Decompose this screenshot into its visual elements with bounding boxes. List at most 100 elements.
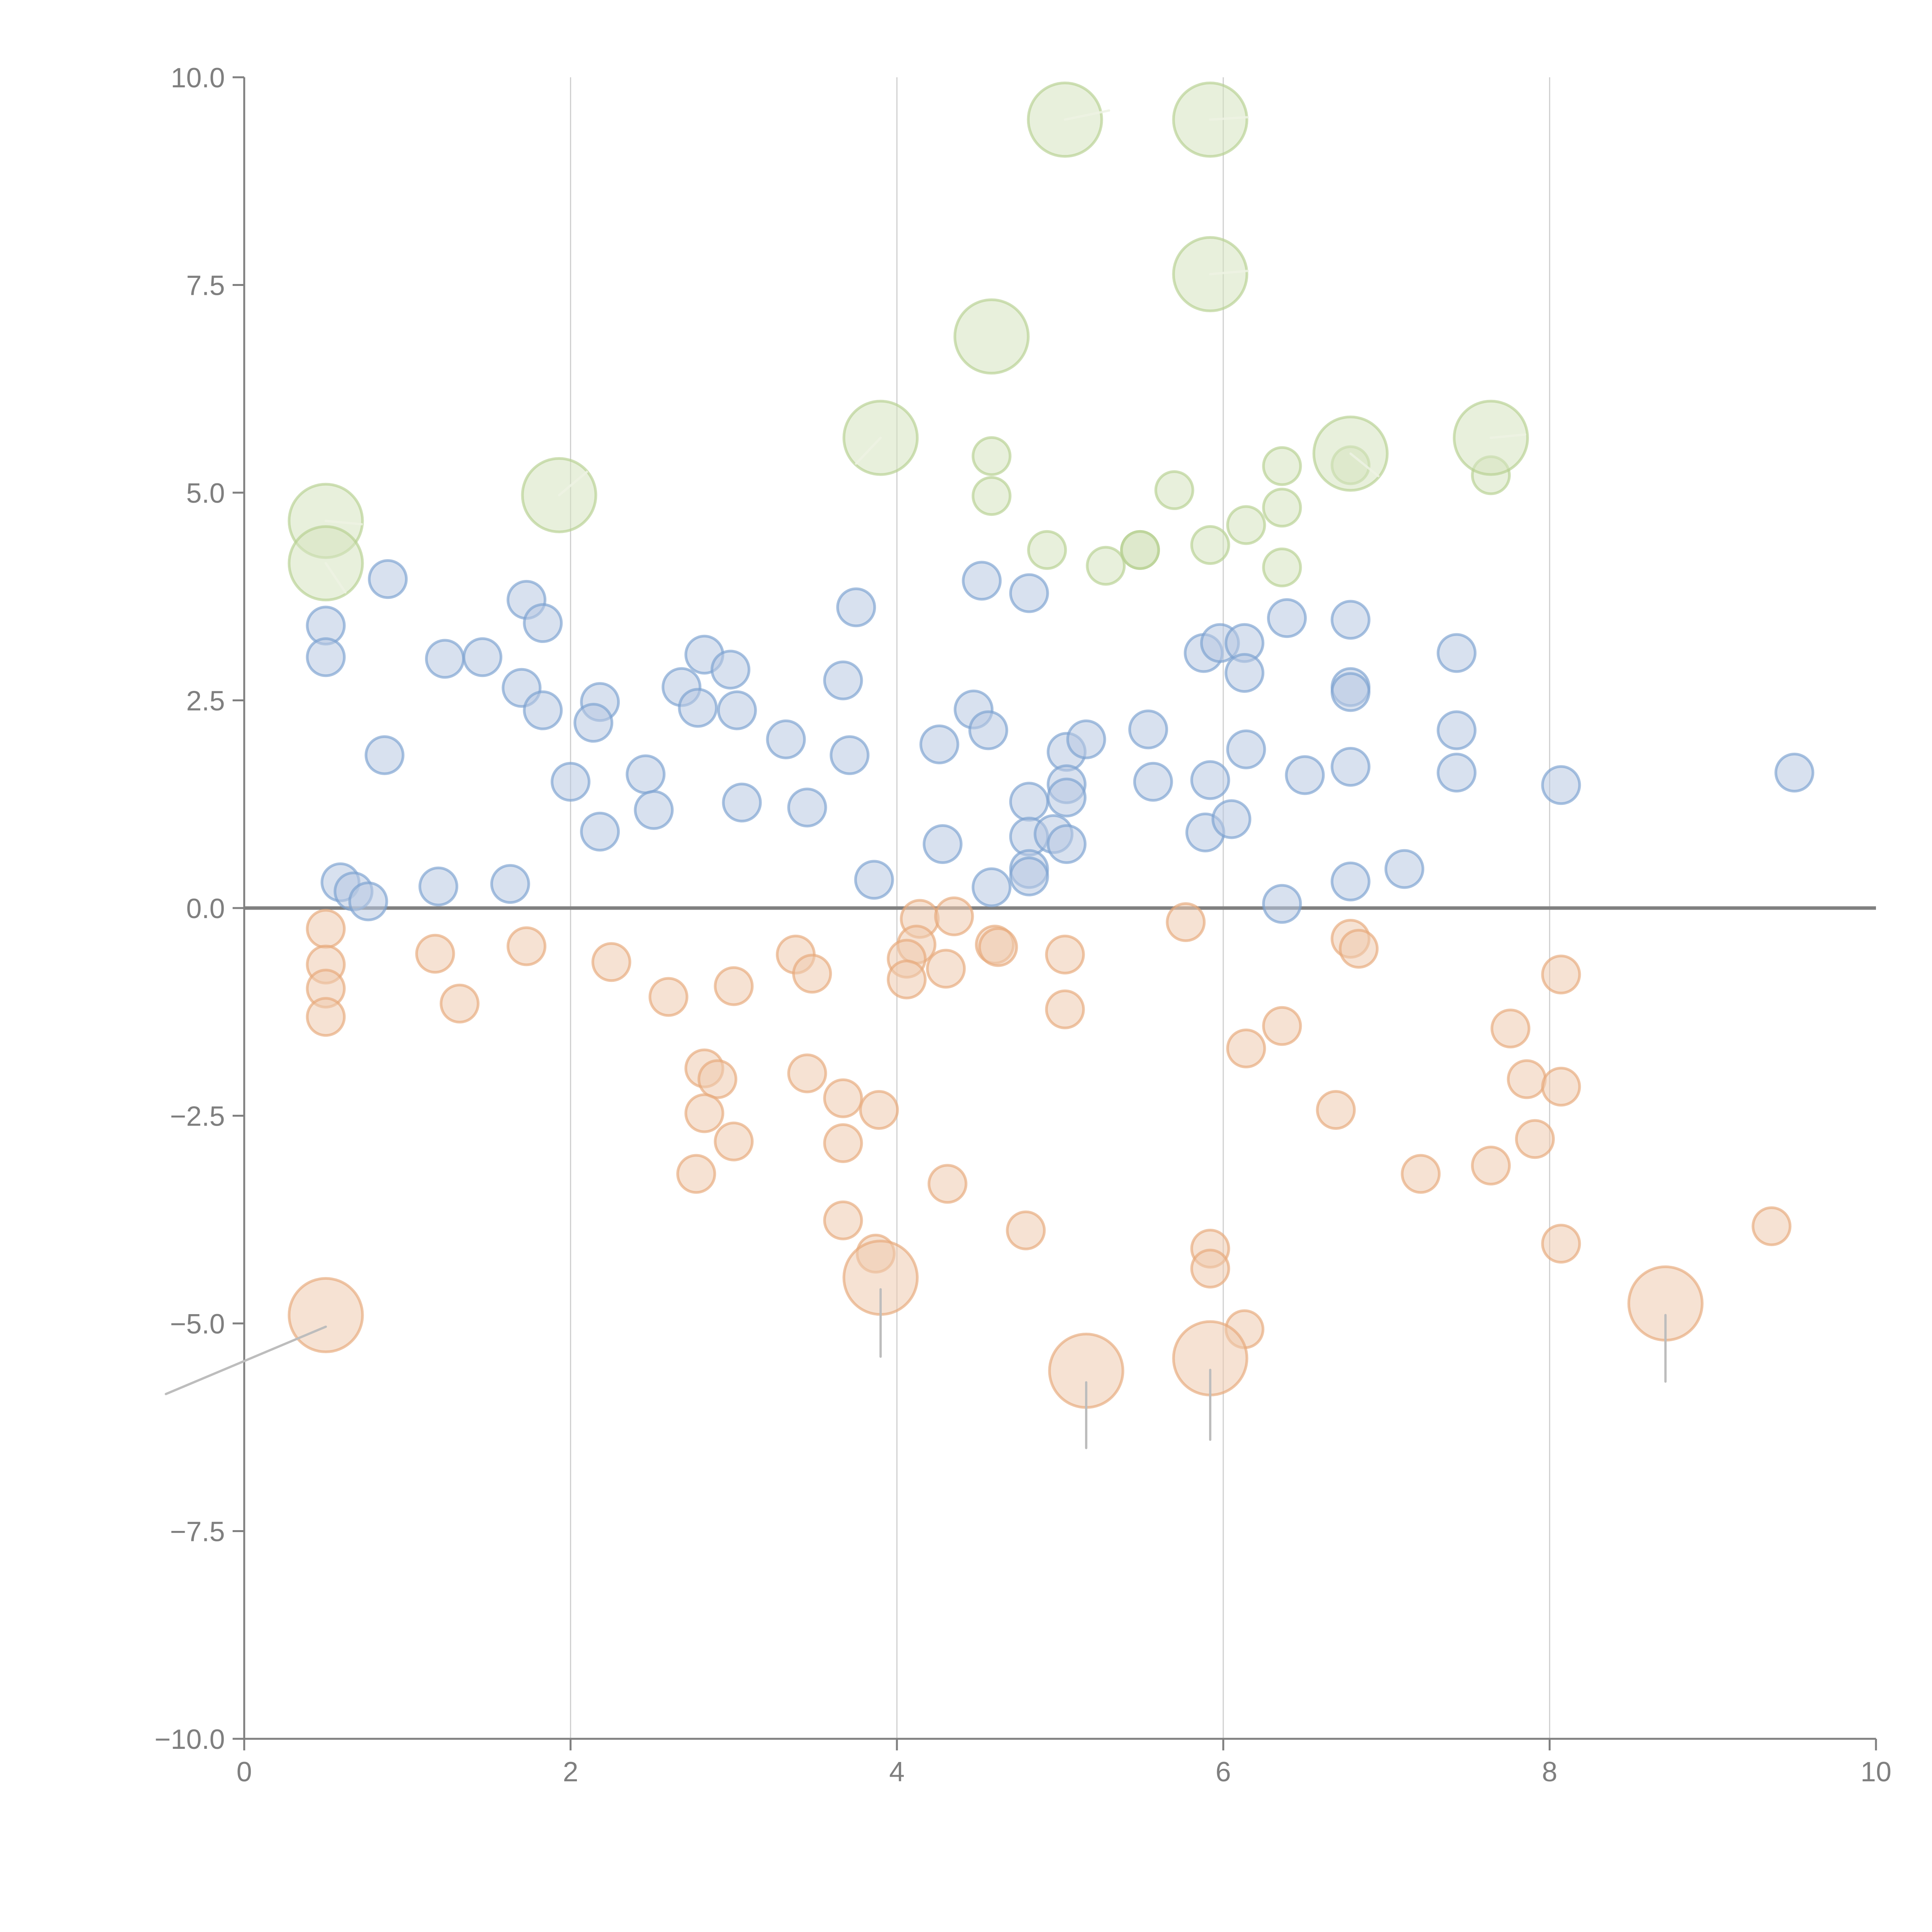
data-point: [823, 1078, 863, 1118]
annotation-leader-line: [1349, 452, 1379, 477]
data-point: [792, 954, 832, 994]
data-point: [1285, 755, 1325, 795]
data-point: [1262, 1006, 1302, 1046]
data-point: [787, 1053, 827, 1094]
y-tick-label: −5.0: [170, 1309, 225, 1340]
data-point: [415, 934, 455, 974]
data-point: [1045, 989, 1085, 1029]
x-tick-label: 6: [1216, 1757, 1231, 1787]
data-point: [1330, 600, 1371, 640]
data-point: [1120, 530, 1160, 570]
x-tick-label: 8: [1542, 1757, 1557, 1787]
data-point: [306, 909, 346, 949]
data-point: [1437, 633, 1477, 673]
data-point: [934, 896, 974, 936]
data-point: [1401, 1154, 1441, 1194]
data-point: [978, 927, 1018, 967]
data-point: [722, 782, 762, 823]
annotations: S: [165, 84, 1667, 1449]
data-point: [1541, 1224, 1581, 1264]
data-point: [626, 754, 666, 794]
data-point: [1541, 1066, 1581, 1107]
data-point: [1437, 710, 1477, 750]
x-tick-label: 2: [563, 1757, 578, 1787]
data-point: [573, 703, 614, 743]
data-point: [1009, 573, 1049, 613]
data-point: [1009, 856, 1049, 896]
data-point: [1190, 1248, 1230, 1289]
data-point: [1166, 902, 1206, 942]
y-tick-label: 0.0: [186, 893, 225, 924]
data-point: [1471, 1146, 1511, 1185]
y-tick-label: −2.5: [170, 1101, 225, 1132]
data-point: [1316, 1090, 1356, 1130]
data-point: [710, 650, 750, 690]
series-positive: [306, 559, 1815, 924]
data-point: [854, 860, 894, 900]
data-point: [1490, 1009, 1531, 1049]
annotation-leader-line: [1064, 109, 1111, 121]
x-tick-label: 0: [236, 1757, 252, 1787]
data-point: [1267, 598, 1307, 638]
data-point: [1262, 884, 1302, 924]
data-point: [697, 1059, 738, 1099]
data-point: [823, 1200, 863, 1240]
data-point: [1330, 672, 1371, 712]
data-point: [1190, 525, 1230, 565]
data-point: [1507, 1059, 1547, 1099]
data-point: [1752, 1206, 1792, 1246]
data-points: [287, 82, 1815, 1409]
data-point: [787, 787, 827, 828]
data-point: [678, 688, 718, 728]
data-point: [823, 1123, 863, 1163]
data-point: [1006, 1210, 1046, 1250]
data-point: [1225, 653, 1265, 693]
y-tick-label: 10.0: [171, 63, 225, 94]
data-point: [1226, 505, 1266, 545]
data-point: [1128, 709, 1168, 750]
data-point: [580, 811, 620, 852]
data-point: [962, 561, 1002, 601]
data-point: [830, 735, 870, 775]
annotation-leader-line: [855, 437, 882, 465]
annotation-leader-line: [325, 562, 347, 594]
data-point: [551, 762, 591, 802]
data-point: [648, 977, 689, 1017]
data-point: [968, 710, 1009, 750]
data-point: [1774, 753, 1815, 793]
data-point: [1437, 753, 1477, 793]
data-point: [507, 926, 547, 966]
data-point: [591, 942, 631, 982]
annotation-label: S: [1117, 84, 1148, 136]
y-tick-label: 2.5: [186, 686, 225, 717]
data-point: [1133, 762, 1173, 802]
data-point: [927, 1164, 968, 1204]
annotation-leader-line: [558, 471, 588, 497]
data-point: [1046, 777, 1087, 818]
data-point: [364, 735, 405, 775]
data-point: [1262, 548, 1302, 587]
annotation-leader-line: [1209, 269, 1249, 276]
data-point: [859, 1090, 899, 1130]
data-point: [926, 949, 966, 989]
y-tick-label: −7.5: [170, 1517, 225, 1548]
data-point: [1086, 546, 1126, 586]
data-point: [1541, 765, 1581, 805]
data-point: [306, 637, 346, 677]
data-point: [368, 559, 408, 599]
data-point: [887, 959, 927, 1000]
data-point: [1384, 849, 1425, 889]
data-point: [766, 719, 806, 760]
series-high: [287, 82, 1529, 602]
data-point: [1338, 929, 1379, 969]
data-point: [1211, 799, 1252, 839]
series-negative: [287, 896, 1792, 1409]
data-point: [1066, 719, 1106, 760]
data-point: [1154, 470, 1194, 510]
data-point: [1046, 824, 1087, 864]
data-point: [1226, 729, 1266, 769]
data-point: [425, 639, 465, 679]
data-point: [1541, 954, 1581, 995]
data-point: [523, 603, 563, 643]
